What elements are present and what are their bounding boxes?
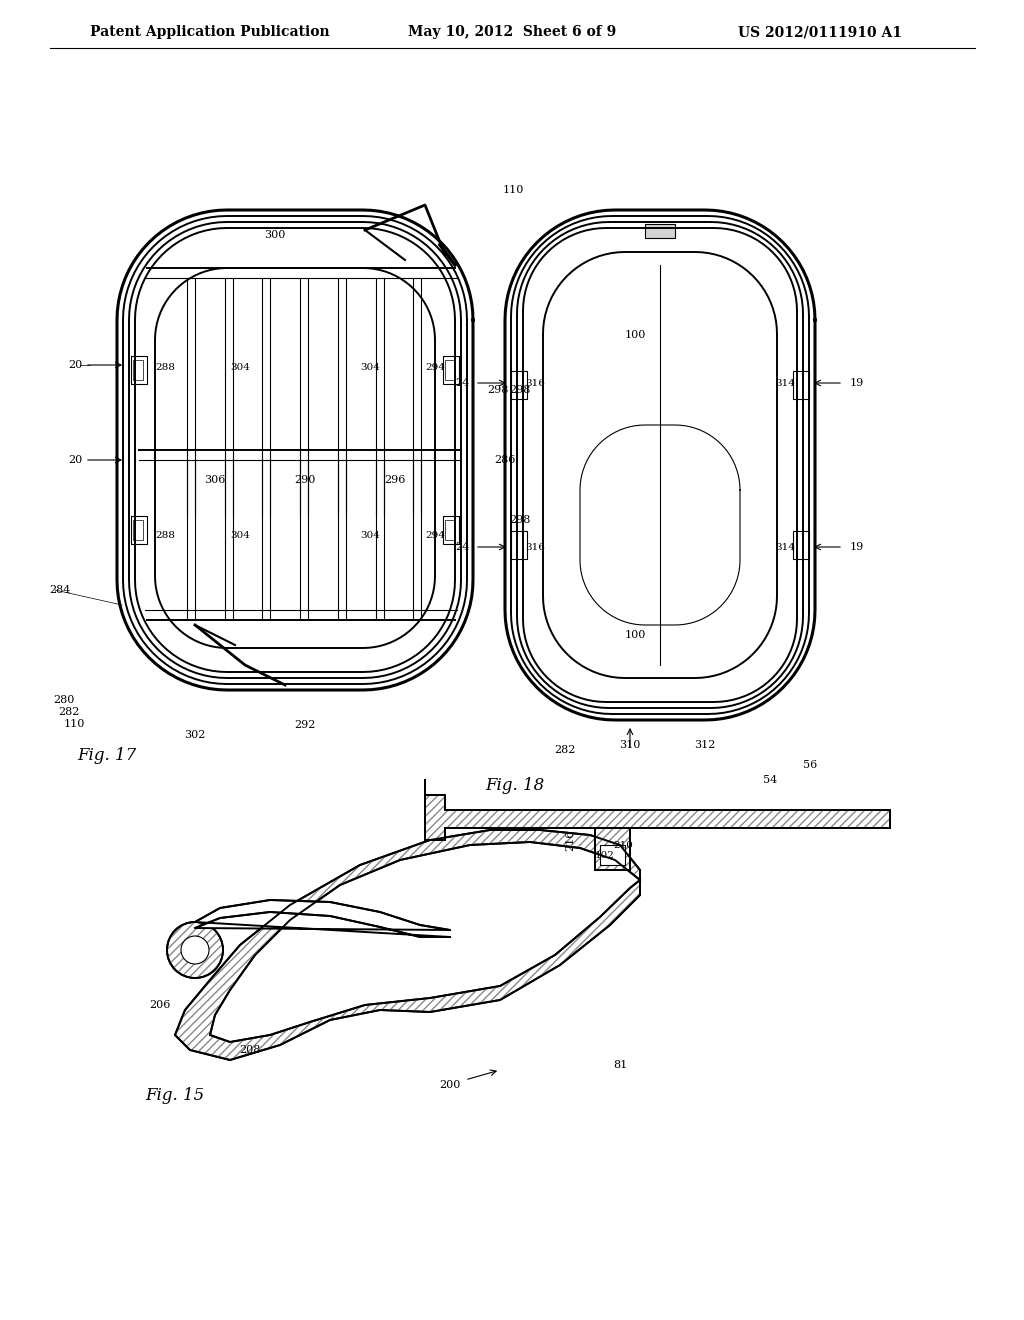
Text: 288: 288 bbox=[155, 531, 175, 540]
Text: 20: 20 bbox=[68, 455, 82, 465]
Text: 310: 310 bbox=[620, 741, 641, 750]
Bar bbox=[511, 371, 527, 399]
Text: 81: 81 bbox=[613, 1060, 627, 1071]
Text: 294: 294 bbox=[425, 531, 445, 540]
Bar bbox=[793, 371, 809, 399]
Text: US 2012/0111910 A1: US 2012/0111910 A1 bbox=[738, 25, 902, 40]
Text: 304: 304 bbox=[230, 531, 250, 540]
Bar bbox=[133, 360, 143, 380]
Text: 288: 288 bbox=[155, 363, 175, 372]
Text: 302: 302 bbox=[184, 730, 206, 741]
Text: Fig. 15: Fig. 15 bbox=[145, 1086, 204, 1104]
Text: 284: 284 bbox=[49, 585, 71, 595]
Text: Fig. 18: Fig. 18 bbox=[485, 776, 544, 793]
Bar bbox=[445, 360, 455, 380]
Bar bbox=[445, 520, 455, 540]
Text: 304: 304 bbox=[360, 531, 380, 540]
Bar bbox=[511, 531, 527, 558]
Bar bbox=[793, 531, 809, 558]
Bar bbox=[133, 520, 143, 540]
Bar bbox=[645, 224, 675, 238]
Text: 206: 206 bbox=[150, 1001, 171, 1010]
Text: 110: 110 bbox=[63, 719, 85, 729]
Text: 316: 316 bbox=[525, 543, 545, 552]
Text: 300: 300 bbox=[264, 230, 286, 240]
Text: 200: 200 bbox=[439, 1080, 461, 1090]
Text: 19: 19 bbox=[850, 378, 864, 388]
Text: 20: 20 bbox=[68, 360, 82, 370]
Circle shape bbox=[181, 936, 209, 964]
Text: 24: 24 bbox=[456, 543, 470, 552]
Text: 280: 280 bbox=[53, 696, 75, 705]
Text: 102: 102 bbox=[595, 851, 615, 861]
Text: 314: 314 bbox=[775, 543, 795, 552]
Polygon shape bbox=[195, 900, 450, 937]
Text: 298: 298 bbox=[509, 515, 530, 525]
Text: 304: 304 bbox=[230, 363, 250, 372]
Text: 306: 306 bbox=[205, 475, 225, 484]
Polygon shape bbox=[425, 780, 890, 840]
Text: 314: 314 bbox=[775, 379, 795, 388]
Text: Fig. 17: Fig. 17 bbox=[77, 747, 136, 763]
Circle shape bbox=[167, 921, 223, 978]
Polygon shape bbox=[595, 828, 630, 870]
Bar bbox=[600, 845, 625, 865]
Text: 304: 304 bbox=[360, 363, 380, 372]
Text: 294: 294 bbox=[425, 363, 445, 372]
Text: 24: 24 bbox=[456, 378, 470, 388]
Text: 298: 298 bbox=[509, 385, 530, 395]
Text: 296: 296 bbox=[384, 475, 406, 484]
Text: 282: 282 bbox=[58, 708, 80, 717]
Text: 292: 292 bbox=[294, 719, 315, 730]
Text: 100: 100 bbox=[625, 330, 646, 341]
Text: 100: 100 bbox=[625, 630, 646, 640]
Bar bbox=[443, 516, 459, 544]
Text: 110: 110 bbox=[503, 185, 523, 195]
Text: 19: 19 bbox=[850, 543, 864, 552]
Text: 316: 316 bbox=[525, 379, 545, 388]
Bar bbox=[131, 356, 147, 384]
Text: 286: 286 bbox=[495, 455, 516, 465]
Text: 56: 56 bbox=[803, 760, 817, 770]
Text: 54: 54 bbox=[763, 775, 777, 785]
Text: 216: 216 bbox=[565, 829, 575, 850]
Text: 298: 298 bbox=[487, 385, 509, 395]
Text: 210: 210 bbox=[613, 841, 633, 850]
Bar bbox=[131, 516, 147, 544]
Text: 312: 312 bbox=[694, 741, 716, 750]
Text: Patent Application Publication: Patent Application Publication bbox=[90, 25, 330, 40]
Bar bbox=[443, 356, 459, 384]
Text: 290: 290 bbox=[294, 475, 315, 484]
Polygon shape bbox=[175, 830, 640, 1060]
Text: 282: 282 bbox=[554, 744, 575, 755]
Text: May 10, 2012  Sheet 6 of 9: May 10, 2012 Sheet 6 of 9 bbox=[408, 25, 616, 40]
Text: 208: 208 bbox=[240, 1045, 261, 1055]
